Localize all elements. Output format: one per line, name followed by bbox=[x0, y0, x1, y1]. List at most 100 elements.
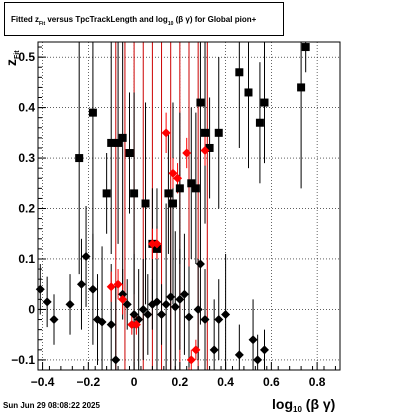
title-mid: versus TpcTrackLength and log bbox=[45, 15, 168, 24]
diamond-marker bbox=[97, 317, 107, 327]
red-diamond-marker bbox=[173, 173, 183, 183]
y-label-sub: Fit bbox=[14, 50, 21, 59]
square-marker bbox=[175, 184, 184, 193]
square-marker bbox=[130, 189, 139, 198]
square-marker bbox=[260, 98, 269, 107]
x-tick-label: 0.4 bbox=[217, 375, 234, 389]
diamond-marker bbox=[221, 309, 231, 319]
square-marker bbox=[196, 98, 205, 107]
plot-frame bbox=[37, 41, 341, 371]
diamond-marker bbox=[214, 315, 224, 325]
y-tick-label: 0 bbox=[28, 302, 35, 316]
red-diamond-marker bbox=[106, 282, 116, 292]
diamond-marker bbox=[161, 299, 171, 309]
title-suffix: (β γ) for Global pion+ bbox=[173, 15, 257, 24]
square-marker bbox=[168, 199, 177, 208]
square-marker bbox=[187, 179, 196, 188]
y-tick-label: 0.4 bbox=[18, 101, 35, 115]
x-tick-label: 0.8 bbox=[309, 375, 326, 389]
data-points bbox=[35, 43, 310, 365]
red-diamond-marker bbox=[161, 128, 171, 138]
diamond-marker bbox=[49, 315, 59, 325]
date-stamp: Sun Jun 29 08:08:22 2025 bbox=[3, 401, 100, 410]
square-marker bbox=[114, 138, 123, 147]
y-tick-label: 0.2 bbox=[18, 202, 35, 216]
red-diamond-marker bbox=[118, 294, 128, 304]
red-diamond-marker bbox=[147, 239, 157, 249]
diamond-marker bbox=[260, 345, 269, 355]
title-box: Fitted zFit versus TpcTrackLength and lo… bbox=[4, 2, 284, 36]
square-marker bbox=[191, 184, 200, 193]
diamond-marker bbox=[170, 302, 180, 312]
square-marker bbox=[125, 149, 134, 158]
red-diamond-marker bbox=[113, 279, 123, 289]
x-label-tail: (β γ) bbox=[302, 396, 335, 412]
title-prefix: Fitted z bbox=[11, 15, 39, 24]
diamond-marker bbox=[184, 312, 194, 322]
square-marker bbox=[214, 128, 223, 137]
square-marker bbox=[255, 118, 264, 127]
y-tick-label: −0.1 bbox=[11, 353, 35, 367]
diamond-marker bbox=[248, 335, 258, 345]
square-marker bbox=[301, 43, 310, 52]
title-sub-10: 10 bbox=[167, 21, 174, 27]
square-marker bbox=[88, 108, 97, 117]
y-label-main: z bbox=[3, 59, 19, 66]
square-marker bbox=[118, 133, 127, 142]
x-axis-label: log10 (β γ) bbox=[272, 396, 335, 414]
diamond-marker bbox=[195, 259, 205, 269]
diamond-marker bbox=[209, 345, 219, 355]
square-marker bbox=[205, 143, 214, 152]
square-marker bbox=[297, 83, 306, 92]
square-marker bbox=[152, 244, 161, 253]
y-tick-label: 0.5 bbox=[18, 50, 35, 64]
diamond-marker bbox=[129, 309, 139, 319]
square-marker bbox=[107, 138, 116, 147]
square-marker bbox=[201, 128, 210, 137]
square-marker bbox=[141, 199, 150, 208]
axes: −0.4 −0.2 0 0.2 0.4 0.6 0.8 −0.1 0 0.1 0.2 0.3 0.4 0.… bbox=[11, 46, 336, 389]
red-diamond-marker bbox=[168, 168, 178, 178]
square-marker bbox=[75, 154, 84, 163]
x-label-main: log bbox=[272, 396, 293, 412]
square-marker bbox=[102, 189, 111, 198]
square-marker bbox=[164, 189, 173, 198]
x-tick-label: 0.2 bbox=[172, 375, 189, 389]
square-marker bbox=[244, 88, 253, 97]
red-diamond-marker bbox=[200, 145, 210, 155]
y-tick-label: 0.3 bbox=[18, 151, 35, 165]
diamond-marker bbox=[88, 284, 98, 294]
x-label-sub: 10 bbox=[293, 405, 302, 414]
diamond-marker bbox=[200, 315, 210, 325]
diamond-marker bbox=[118, 289, 128, 299]
diamond-marker bbox=[81, 251, 91, 261]
square-marker bbox=[235, 68, 244, 77]
diamond-marker bbox=[234, 350, 244, 360]
chart-title: Fitted zFit versus TpcTrackLength and lo… bbox=[11, 15, 256, 27]
diamond-marker bbox=[65, 299, 75, 309]
diamond-marker bbox=[111, 355, 121, 365]
diamond-marker bbox=[138, 304, 148, 314]
red-diamond-marker bbox=[191, 345, 201, 355]
y-tick-label: 0.1 bbox=[18, 252, 35, 266]
y-axis-label: zFit bbox=[3, 50, 21, 66]
diamond-marker bbox=[152, 297, 162, 307]
x-tick-label: −0.2 bbox=[76, 375, 100, 389]
red-diamond-marker bbox=[131, 320, 141, 330]
red-diamond-marker bbox=[186, 355, 196, 365]
diamond-marker bbox=[175, 294, 185, 304]
red-diamond-marker bbox=[127, 320, 137, 330]
diamond-marker bbox=[253, 355, 263, 365]
x-tick-label: 0.6 bbox=[263, 375, 280, 389]
diamond-marker bbox=[76, 279, 86, 289]
diamond-marker bbox=[42, 297, 52, 307]
title-sub-fit: Fit bbox=[39, 21, 46, 27]
x-tick-label: −0.4 bbox=[31, 375, 55, 389]
diamond-marker bbox=[166, 292, 176, 302]
diamond-marker bbox=[106, 320, 116, 330]
diamond-marker bbox=[143, 309, 153, 319]
diamond-marker bbox=[193, 304, 203, 314]
red-diamond-marker bbox=[152, 239, 162, 249]
red-diamond-marker bbox=[182, 148, 192, 158]
